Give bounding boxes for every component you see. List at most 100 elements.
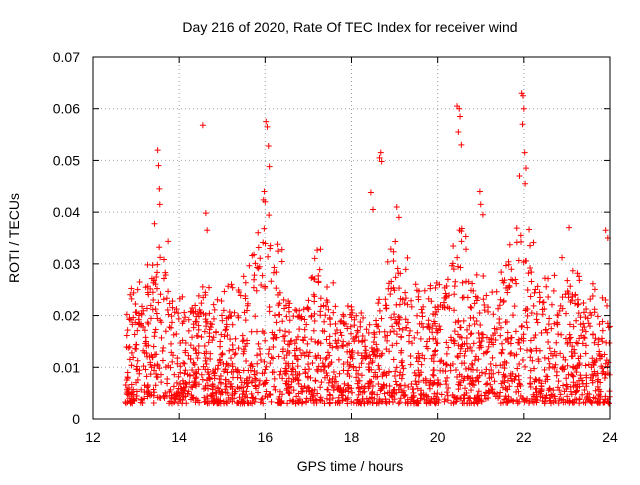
data-point xyxy=(179,377,186,384)
data-point xyxy=(507,351,514,358)
data-point xyxy=(377,149,384,156)
data-point xyxy=(314,247,321,254)
data-point xyxy=(276,327,283,334)
data-point xyxy=(129,389,136,396)
data-point xyxy=(423,392,430,399)
data-point xyxy=(151,333,158,340)
data-point xyxy=(469,362,476,369)
data-point xyxy=(532,332,539,339)
data-point xyxy=(378,315,385,322)
data-point xyxy=(154,374,161,381)
data-point xyxy=(591,286,598,293)
data-point xyxy=(153,285,160,292)
data-point xyxy=(527,354,534,361)
data-point xyxy=(267,245,274,252)
data-point xyxy=(396,325,403,332)
data-point xyxy=(261,330,268,337)
y-tick-label: 0 xyxy=(72,411,80,427)
data-point xyxy=(255,229,262,236)
data-point xyxy=(175,400,182,407)
data-point xyxy=(333,343,340,350)
data-point xyxy=(136,312,143,319)
data-point xyxy=(156,201,163,208)
data-point xyxy=(434,376,441,383)
data-point xyxy=(244,300,251,307)
data-point xyxy=(144,261,151,268)
data-point xyxy=(262,366,269,373)
data-point xyxy=(165,238,172,245)
data-point xyxy=(443,389,450,396)
data-point xyxy=(318,366,325,373)
data-point xyxy=(566,224,573,231)
data-point xyxy=(544,329,551,336)
data-point xyxy=(201,328,208,335)
data-point xyxy=(181,370,188,377)
data-point xyxy=(138,396,145,403)
data-point xyxy=(315,279,322,286)
data-point xyxy=(148,275,155,282)
data-point xyxy=(292,400,299,407)
data-point xyxy=(153,310,160,317)
x-tick-label: 18 xyxy=(344,429,360,445)
data-point xyxy=(549,352,556,359)
data-point xyxy=(130,354,137,361)
data-point xyxy=(310,392,317,399)
y-axis-label: ROTI / TECUs xyxy=(6,193,22,283)
data-point xyxy=(259,370,266,377)
data-point xyxy=(579,377,586,384)
data-point xyxy=(359,338,366,345)
data-point xyxy=(305,384,312,391)
data-point xyxy=(293,345,300,352)
data-point xyxy=(555,400,562,407)
data-point xyxy=(158,379,165,386)
data-point xyxy=(209,321,216,328)
data-point xyxy=(298,400,305,407)
data-point xyxy=(259,395,266,402)
data-point xyxy=(265,142,272,149)
data-point xyxy=(279,318,286,325)
data-point xyxy=(252,313,259,320)
data-point xyxy=(346,373,353,380)
data-point xyxy=(240,273,247,280)
data-point xyxy=(324,299,331,306)
data-point xyxy=(546,364,553,371)
data-point xyxy=(383,372,390,379)
data-point xyxy=(316,266,323,273)
data-point xyxy=(536,298,543,305)
data-point xyxy=(267,360,274,367)
data-point xyxy=(580,299,587,306)
data-point xyxy=(596,386,603,393)
data-point xyxy=(172,396,179,403)
data-point xyxy=(207,350,214,357)
data-point xyxy=(203,361,210,368)
data-point xyxy=(411,369,418,376)
data-point xyxy=(222,376,229,383)
data-point xyxy=(389,342,396,349)
data-point xyxy=(280,346,287,353)
data-point xyxy=(224,369,231,376)
data-point xyxy=(275,302,282,309)
data-point xyxy=(294,363,301,370)
data-point xyxy=(382,396,389,403)
data-point xyxy=(522,363,529,370)
data-point xyxy=(590,331,597,338)
data-point xyxy=(210,315,217,322)
data-point xyxy=(594,313,601,320)
data-point xyxy=(592,395,599,402)
data-point xyxy=(474,367,481,374)
plot-frame xyxy=(92,56,611,420)
data-point xyxy=(463,335,470,341)
data-point xyxy=(358,352,365,359)
data-point xyxy=(171,399,178,406)
data-point xyxy=(235,345,242,352)
data-point xyxy=(489,389,496,396)
data-point xyxy=(287,338,294,345)
data-point xyxy=(476,188,483,195)
data-point xyxy=(431,390,438,397)
data-point xyxy=(543,283,550,290)
data-point xyxy=(573,317,580,324)
data-point xyxy=(390,258,397,264)
data-point xyxy=(370,339,377,346)
data-point xyxy=(133,309,140,316)
data-point xyxy=(417,335,424,342)
